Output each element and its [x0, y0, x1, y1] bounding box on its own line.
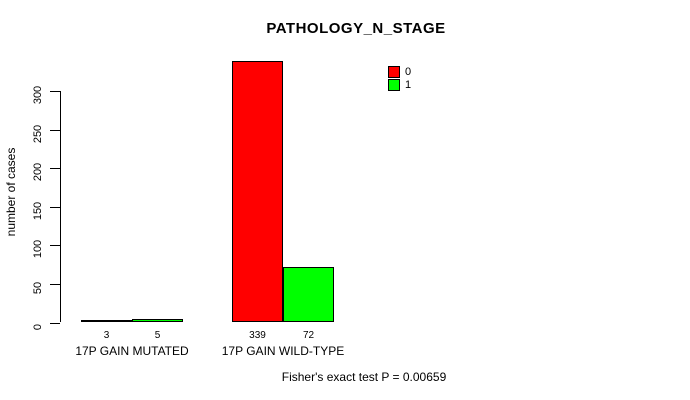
y-axis-tick	[50, 322, 60, 324]
y-axis-tick	[50, 283, 60, 285]
legend-item-0: 0	[388, 66, 411, 78]
y-axis-tick	[50, 168, 60, 170]
fisher-test-annotation: Fisher's exact test P = 0.00659	[281, 370, 447, 384]
chart-title: PATHOLOGY_N_STAGE	[266, 20, 446, 37]
y-axis-tick	[50, 91, 60, 93]
bar-series-1-group-1[interactable]	[283, 267, 334, 323]
bar-series-0-group-1[interactable]	[232, 61, 283, 323]
bar-series-0-group-0[interactable]	[81, 320, 132, 323]
legend-swatch	[388, 66, 400, 78]
legend-item-1: 1	[388, 79, 411, 91]
legend-label: 0	[405, 66, 412, 78]
bar-series-1-group-0[interactable]	[132, 318, 183, 323]
legend-swatch	[388, 79, 400, 91]
legend-label: 1	[405, 79, 412, 91]
y-axis-tick	[50, 129, 60, 131]
y-axis-tick	[50, 206, 60, 208]
y-axis-tick	[50, 245, 60, 247]
y-axis-line	[60, 91, 61, 323]
